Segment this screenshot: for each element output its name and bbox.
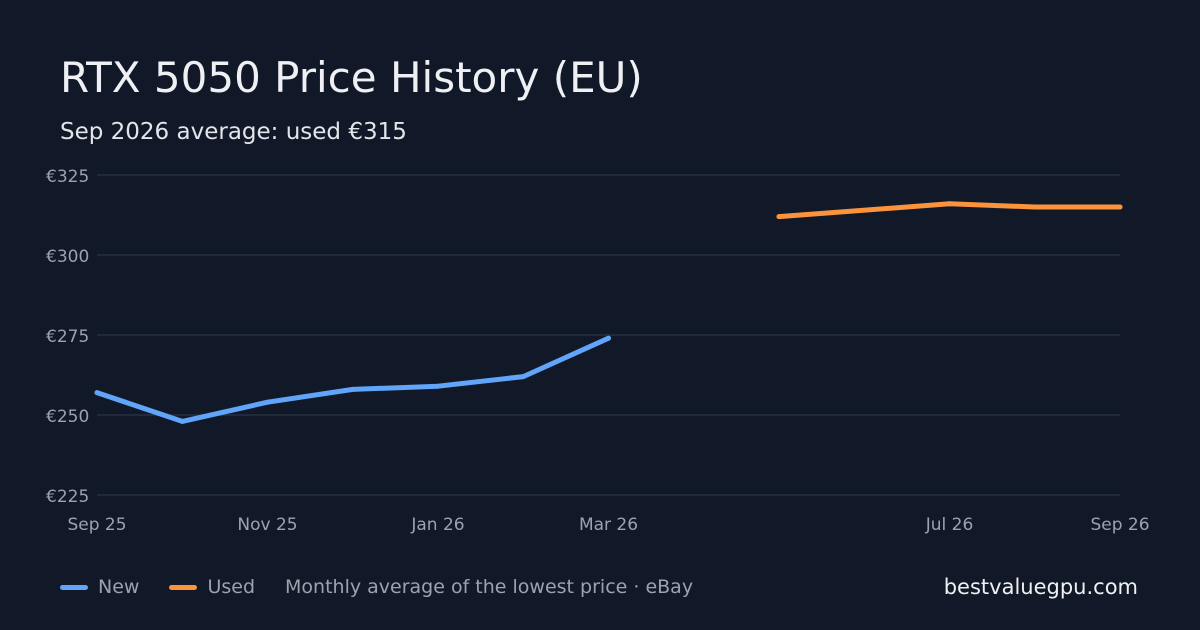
legend-swatch-new (60, 584, 88, 590)
data-point-new[interactable] (94, 390, 100, 396)
x-tick-label: Sep 25 (67, 515, 126, 535)
data-point-used[interactable] (947, 201, 952, 207)
chart-footnote: Monthly average of the lowest price · eB… (285, 576, 694, 598)
data-point-new[interactable] (265, 399, 270, 405)
x-tick-label: Jan 26 (410, 515, 464, 535)
site-name[interactable]: bestvaluegpu.com (943, 575, 1138, 599)
legend-item-used[interactable]: Used (169, 576, 255, 598)
data-point-new[interactable] (179, 418, 185, 424)
data-point-used[interactable] (776, 214, 782, 220)
chart-legend: New Used Monthly average of the lowest p… (60, 572, 693, 602)
y-tick-label: €300 (46, 247, 89, 267)
legend-label-new: New (98, 576, 140, 598)
series-line-used[interactable] (776, 201, 1123, 220)
legend-label-used: Used (207, 576, 256, 598)
y-tick-label: €225 (46, 487, 89, 507)
x-tick-label: Sep 26 (1090, 515, 1149, 535)
data-point-new[interactable] (435, 383, 441, 389)
series-line-new[interactable] (94, 335, 611, 424)
data-point-new[interactable] (350, 386, 356, 392)
chart-subtitle: Sep 2026 average: used €315 (60, 119, 407, 145)
legend-swatch-used (169, 584, 198, 590)
y-tick-label: €250 (46, 407, 89, 427)
legend-item-new[interactable]: New (60, 576, 139, 598)
data-point-used[interactable] (1032, 204, 1038, 210)
x-tick-label: Mar 26 (579, 515, 638, 535)
data-point-used[interactable] (1117, 204, 1123, 210)
chart-title: RTX 5050 Price History (EU) (60, 53, 643, 102)
data-point-new[interactable] (520, 374, 526, 380)
y-tick-label: €325 (46, 167, 89, 187)
x-tick-label: Jul 26 (925, 515, 974, 535)
y-tick-label: €275 (46, 327, 89, 347)
x-tick-label: Nov 25 (237, 515, 297, 535)
data-point-new[interactable] (606, 335, 611, 341)
